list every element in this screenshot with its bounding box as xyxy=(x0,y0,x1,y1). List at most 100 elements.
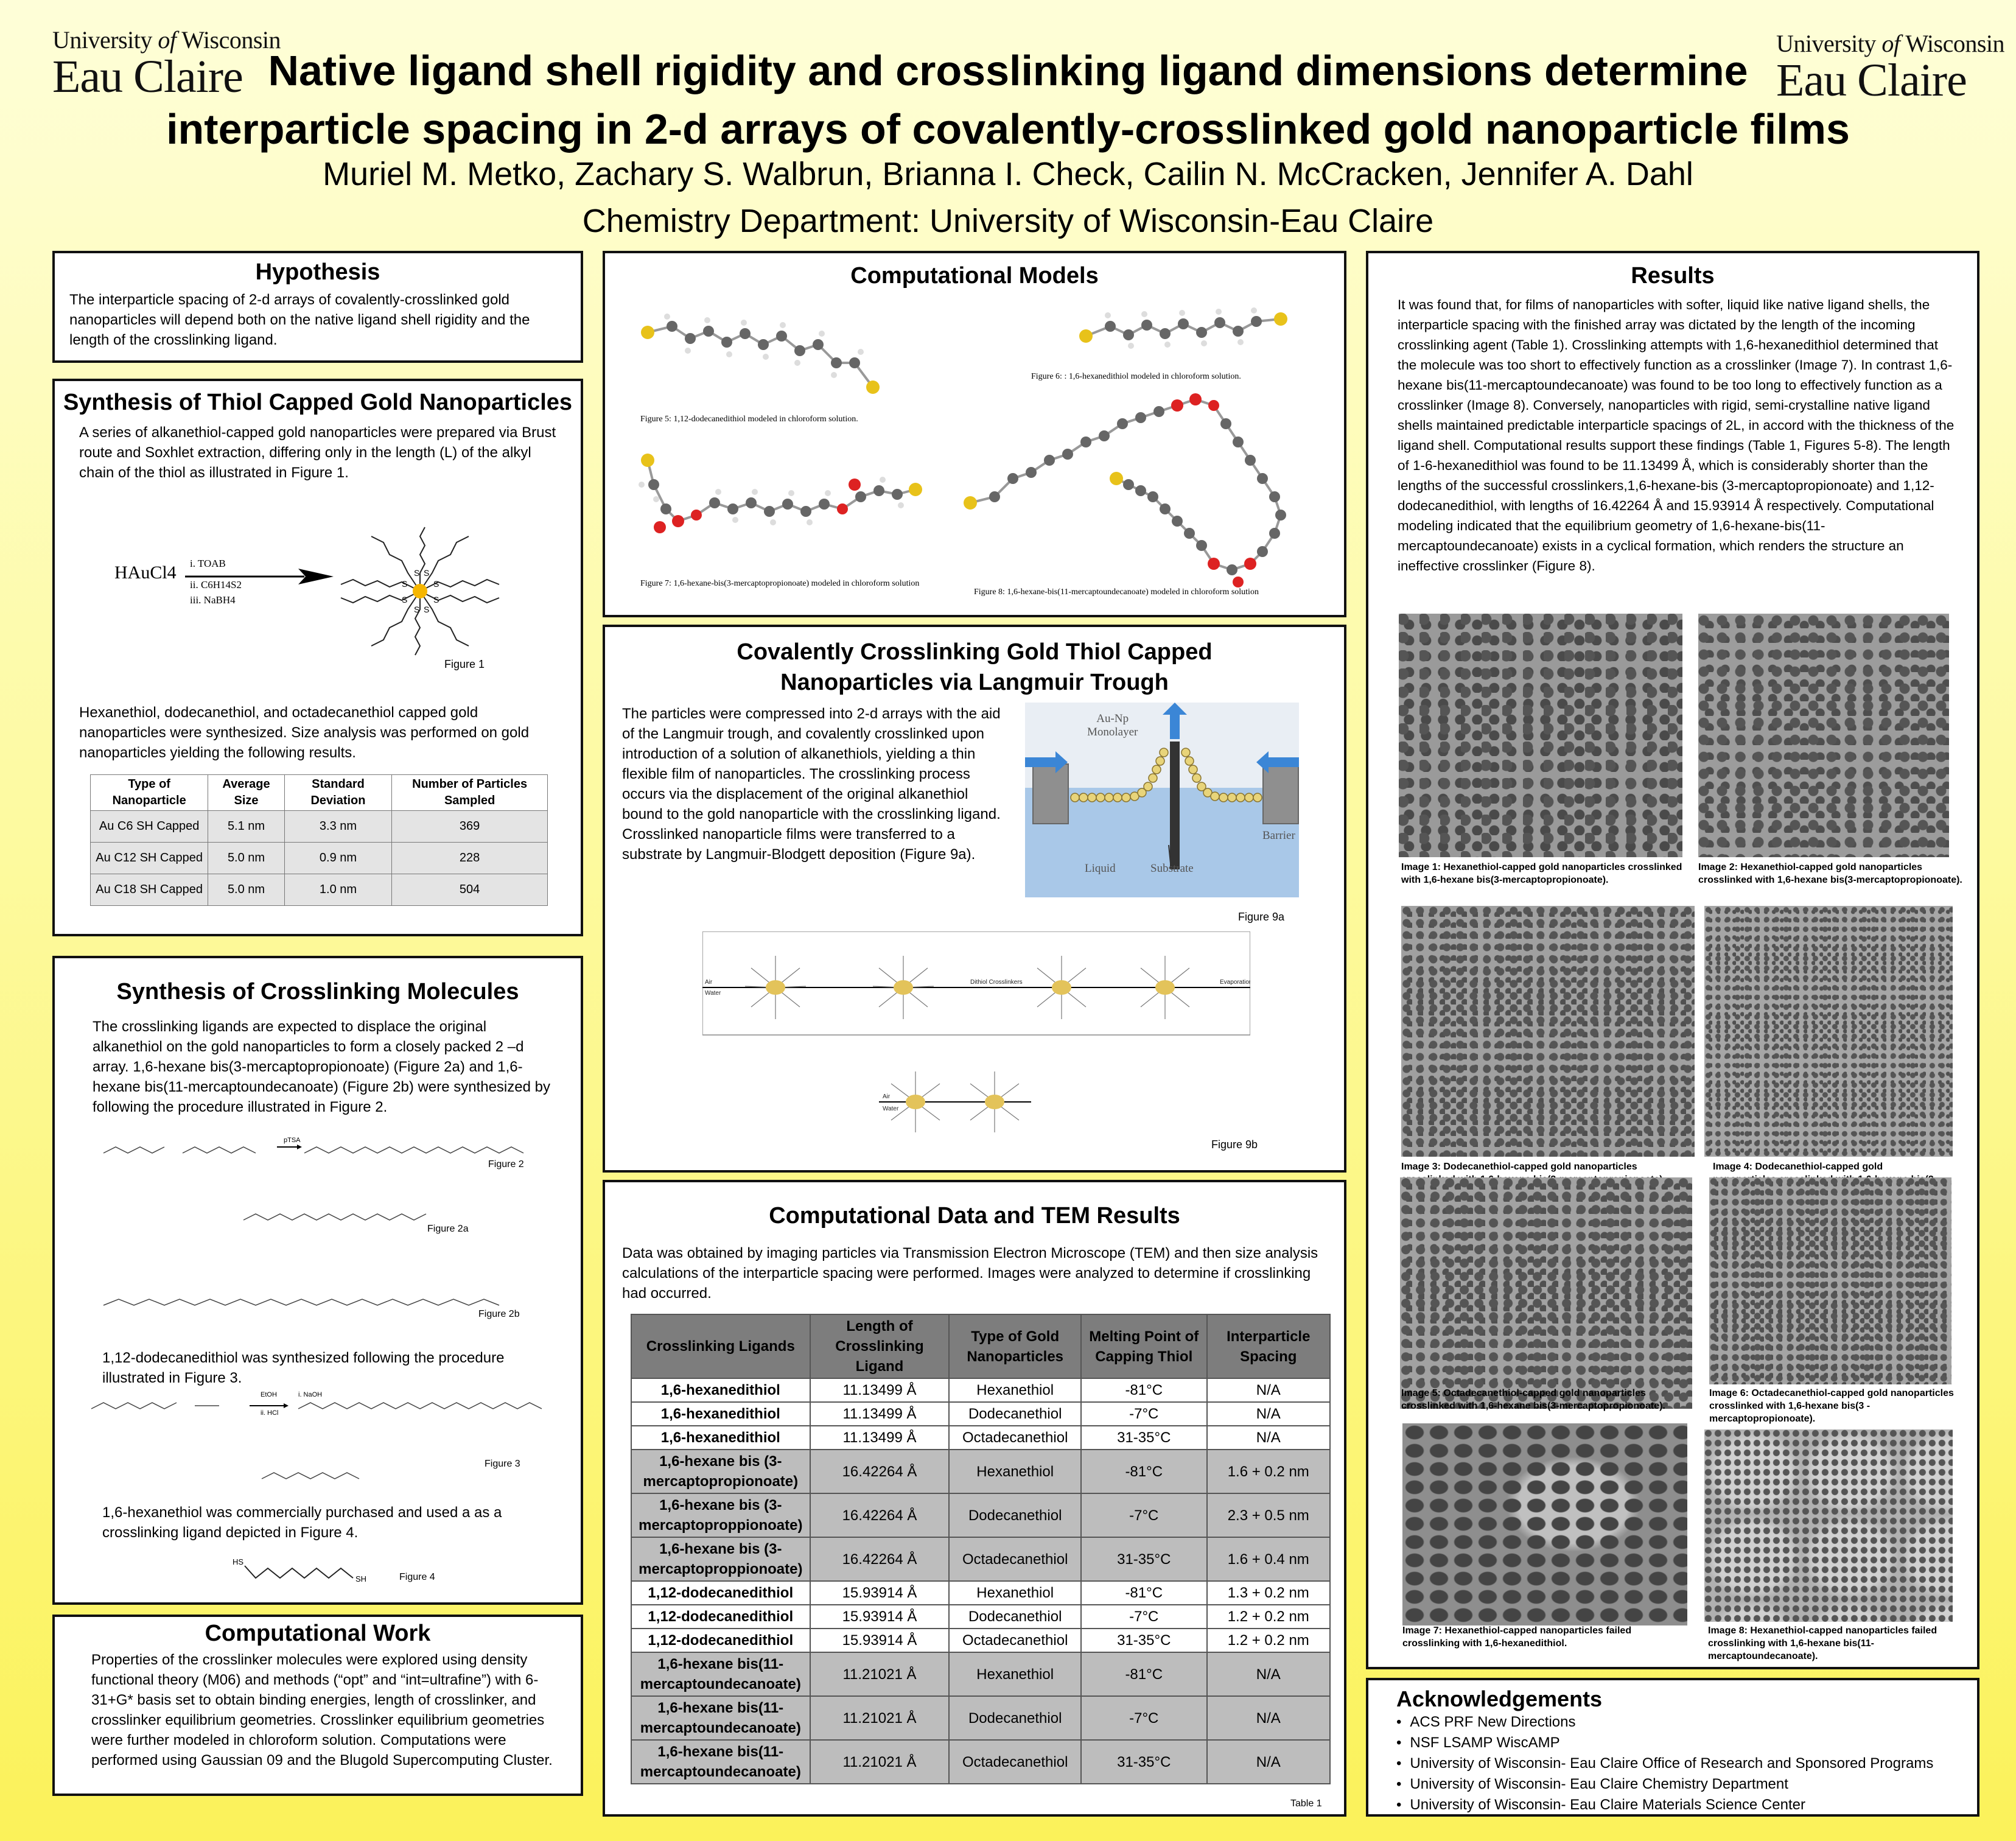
liquid-label: Liquid xyxy=(1085,862,1116,875)
table-cell: -7°C xyxy=(1080,1695,1208,1741)
image-7-caption: Image 7: Hexanethiol-capped nanoparticle… xyxy=(1402,1625,1632,1649)
table-cell: Au C18 SH Capped xyxy=(89,874,209,906)
condition-1: i. TOAB xyxy=(190,558,226,569)
figure-2b-label: Figure 2b xyxy=(478,1309,520,1319)
poster-title: Native ligand shell rigidity and crossli… xyxy=(166,47,1850,153)
table-header-row: Crosslinking Ligands Length of Crosslink… xyxy=(631,1314,1331,1379)
figure-6-caption: Figure 6: : 1,6-hexanedithiol modeled in… xyxy=(1031,372,1241,381)
table-cell: Octadecanethiol xyxy=(948,1739,1082,1784)
university-logo-left: University of Wisconsin Eau Claire xyxy=(52,26,281,102)
table-cell: 16.42264 Å xyxy=(809,1493,950,1538)
table-header: Type of Gold Nanoparticles xyxy=(948,1314,1082,1379)
tem-image-3 xyxy=(1401,906,1695,1157)
crosslinking-results-table: Crosslinking Ligands Length of Crosslink… xyxy=(631,1314,1331,1784)
table-cell: N/A xyxy=(1206,1695,1331,1741)
table-row: Au C12 SH Capped 5.0 nm 0.9 nm 228 xyxy=(89,842,548,874)
table-cell: Hexanethiol xyxy=(948,1652,1082,1697)
table-cell: 5.0 nm xyxy=(208,874,285,906)
table-cell: 1,6-hexane bis (3-mercaptoproppionoate) xyxy=(631,1493,811,1538)
hypothesis-heading: Hypothesis xyxy=(255,259,380,285)
synthesis-crosslink-box: Synthesis of Crosslinking Molecules The … xyxy=(52,956,583,1605)
tem-image-7 xyxy=(1402,1423,1687,1625)
table-row: 1,6-hexane bis (3-mercaptoproppionoate) 1… xyxy=(631,1537,1331,1582)
computational-work-heading: Computational Work xyxy=(205,1621,431,1646)
table-cell: Hexanethiol xyxy=(948,1449,1082,1494)
table-cell: 11.21021 Å xyxy=(809,1652,950,1697)
figure-1-label: Figure 1 xyxy=(444,658,485,670)
synthesis-thiol-text1: A series of alkanethiol-capped gold nano… xyxy=(79,424,556,481)
table-cell: Au C6 SH Capped xyxy=(89,810,209,843)
university-logo-right: University of Wisconsin Eau Claire xyxy=(1776,30,2005,106)
computational-work-text: Properties of the crosslinker molecules … xyxy=(91,1652,553,1769)
list-item: University of Wisconsin- Eau Claire Mate… xyxy=(1396,1795,1933,1815)
synthesis-crosslink-heading: Synthesis of Crosslinking Molecules xyxy=(116,979,519,1005)
hs-label: HS xyxy=(233,1557,243,1566)
svg-text:S: S xyxy=(414,605,419,614)
figure-3-label: Figure 3 xyxy=(485,1459,520,1469)
image-5-caption: Image 5: Octadecanethiol-capped gold nan… xyxy=(1401,1388,1665,1411)
acknowledgements-box: Acknowledgements ACS PRF New Directions … xyxy=(1366,1678,1979,1817)
table-cell: Au C12 SH Capped xyxy=(89,842,209,874)
table-row: 1,12-dodecanedithiol 15.93914 Å Dodecaneth… xyxy=(631,1604,1331,1629)
table-cell: 1,6-hexane bis (3-mercaptoproppionoate) xyxy=(631,1537,811,1582)
table-cell: Octadecanethiol xyxy=(948,1537,1082,1582)
substrate-label: Substrate xyxy=(1150,862,1194,875)
table-cell: Dodecanethiol xyxy=(948,1604,1082,1629)
figure-8-caption: Figure 8: 1,6-hexane-bis(11-mercaptounde… xyxy=(974,587,1259,597)
table-cell: 369 xyxy=(391,810,548,843)
table-row: 1,12-dodecanedithiol 15.93914 Å Octadecane… xyxy=(631,1628,1331,1653)
table-header: Standard Deviation xyxy=(284,774,393,811)
table-cell: 16.42264 Å xyxy=(809,1537,950,1582)
table-cell: -81°C xyxy=(1080,1378,1208,1403)
authors: Muriel M. Metko, Zachary S. Walbrun, Bri… xyxy=(323,156,1693,192)
table-cell: 1,6-hexanedithiol xyxy=(631,1401,811,1426)
table-cell: N/A xyxy=(1206,1652,1331,1697)
computational-data-heading: Computational Data and TEM Results xyxy=(769,1203,1180,1229)
list-item: University of Wisconsin- Eau Claire Chem… xyxy=(1396,1774,1933,1795)
langmuir-trough-diagram: Au-Np Monolayer Liquid Substrate Barrier xyxy=(1025,703,1299,897)
svg-text:S: S xyxy=(433,595,439,605)
synthesis-thiol-heading: Synthesis of Thiol Capped Gold Nanoparti… xyxy=(63,390,573,415)
image-2-caption: Image 2: Hexanethiol-capped gold nanopar… xyxy=(1698,862,1962,885)
reagent-ptsa: pTSA xyxy=(284,1137,301,1144)
table-cell: -81°C xyxy=(1080,1580,1208,1605)
table-cell: -7°C xyxy=(1080,1604,1208,1629)
table-cell: 3.3 nm xyxy=(284,810,393,843)
table-cell: 1,6-hexane bis(11-mercaptoundecanoate) xyxy=(631,1652,811,1697)
table-cell: Dodecanethiol xyxy=(948,1493,1082,1538)
table-cell: 1,12-dodecanedithiol xyxy=(631,1604,811,1629)
table-cell: 11.13499 Å xyxy=(809,1378,950,1403)
table-cell: 31-35°C xyxy=(1080,1425,1208,1450)
table-row: Au C18 SH Capped 5.0 nm 1.0 nm 504 xyxy=(89,874,548,906)
table-cell: N/A xyxy=(1206,1739,1331,1784)
computational-models-box: Computational Models Figure 5: 1,12-dode… xyxy=(603,251,1346,617)
department: Chemistry Department: University of Wisc… xyxy=(582,203,1434,239)
figure-5-caption: Figure 5: 1,12-dodecanedithiol modeled i… xyxy=(640,415,858,424)
table-row: 1,12-dodecanedithiol 15.93914 Å Hexanethio… xyxy=(631,1580,1331,1605)
table-cell: 11.13499 Å xyxy=(809,1401,950,1426)
molecule-model-fig6-icon xyxy=(1079,307,1287,349)
table-row: Au C6 SH Capped 5.1 nm 3.3 nm 369 xyxy=(89,810,548,843)
langmuir-heading: Covalently Crosslinking Gold Thiol Cappe… xyxy=(737,639,1213,695)
table-1-label: Table 1 xyxy=(1290,1798,1322,1809)
table-cell: 11.21021 Å xyxy=(809,1695,950,1741)
table-cell: 31-35°C xyxy=(1080,1537,1208,1582)
crosslinking-process-diagram: Air Water Dithiol Crosslinkers Evaporati… xyxy=(702,931,1250,1132)
water-label: Water xyxy=(883,1106,899,1112)
table-cell: 1,12-dodecanedithiol xyxy=(631,1628,811,1653)
synthesis-crosslink-text1: The crosslinking ligands are expected to… xyxy=(93,1019,550,1115)
image-1-caption: Image 1: Hexanethiol-capped gold nanopar… xyxy=(1401,862,1682,885)
table-cell: Dodecanethiol xyxy=(948,1401,1082,1426)
table-cell: 1,6-hexane bis (3-mercaptopropionoate) xyxy=(631,1449,811,1494)
table-cell: Dodecanethiol xyxy=(948,1695,1082,1741)
computational-models-heading: Computational Models xyxy=(850,263,1099,289)
table-header-row: Type of Nanoparticle Average Size Standa… xyxy=(89,774,548,811)
table-cell: Hexanethiol xyxy=(948,1378,1082,1403)
table-cell: Octadecanethiol xyxy=(948,1425,1082,1450)
table-cell: Octadecanethiol xyxy=(948,1628,1082,1653)
table-cell: 2.3 + 0.5 nm xyxy=(1206,1493,1331,1538)
table-cell: 15.93914 Å xyxy=(809,1580,950,1605)
synthesis-thiol-text2: Hexanethiol, dodecanethiol, and octadeca… xyxy=(79,704,530,761)
reagent-hcl: ii. HCl xyxy=(261,1409,278,1417)
table-cell: -7°C xyxy=(1080,1401,1208,1426)
